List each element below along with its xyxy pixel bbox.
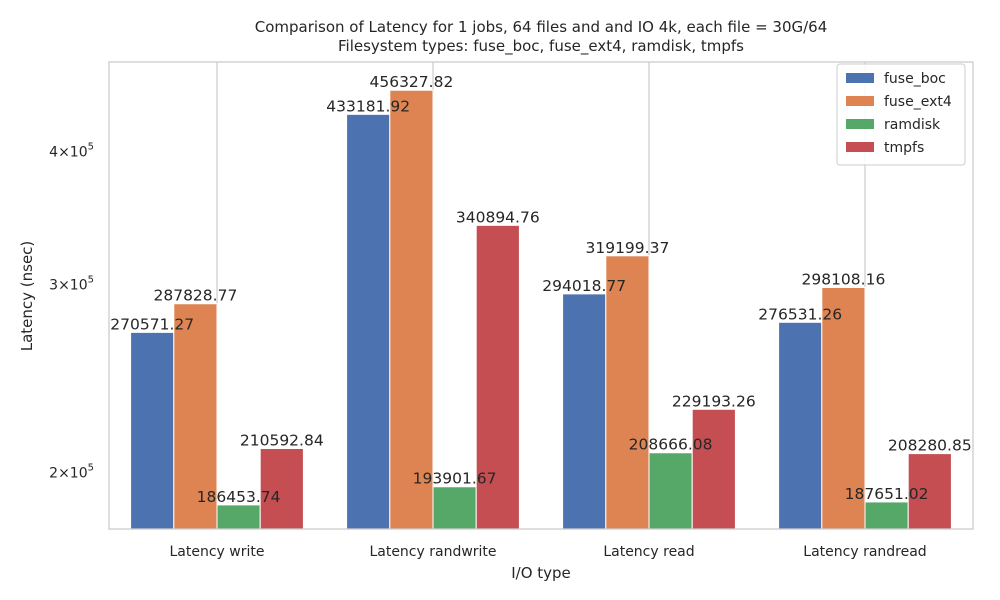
data-label: 294018.77	[542, 277, 626, 295]
y-tick-label: 3×105	[49, 275, 94, 294]
data-label: 229193.26	[672, 392, 756, 410]
legend-label-tmpfs: tmpfs	[884, 140, 924, 156]
data-label: 340894.76	[456, 208, 540, 226]
data-label: 270571.27	[110, 315, 194, 333]
data-label: 193901.67	[413, 470, 497, 488]
legend-label-fuse_ext4: fuse_ext4	[884, 94, 952, 110]
data-label: 433181.92	[326, 97, 410, 115]
data-label: 298108.16	[801, 270, 885, 288]
x-axis-ticks: Latency write Latency randwrite Latency re…	[170, 544, 927, 560]
legend-swatch-fuse_ext4	[846, 96, 874, 106]
legend-box	[836, 63, 966, 166]
x-tick-label: Latency write	[170, 544, 265, 560]
bar-ramdisk	[864, 501, 909, 530]
bar-ramdisk	[432, 486, 477, 530]
plot-frame	[108, 61, 974, 530]
data-label: 210592.84	[240, 431, 324, 449]
bar-fuse_ext4	[389, 89, 434, 530]
x-tick-label: Latency randwrite	[369, 544, 496, 560]
chart-title-line-1: Comparison of Latency for 1 jobs, 64 fil…	[255, 18, 828, 36]
legend-swatch-tmpfs	[846, 142, 874, 152]
data-label: 186453.74	[197, 488, 281, 506]
data-label: 287828.77	[153, 287, 237, 305]
bar-fuse_boc	[778, 321, 823, 530]
legend-label-fuse_boc: fuse_boc	[884, 71, 946, 87]
bar-fuse_ext4	[173, 303, 218, 530]
x-tick-label: Latency read	[603, 544, 694, 560]
bar-fuse_boc	[346, 113, 391, 530]
data-label: 208666.08	[629, 436, 713, 454]
legend-label-ramdisk: ramdisk	[884, 117, 941, 133]
legend-swatch-fuse_boc	[846, 73, 874, 83]
data-label: 276531.26	[758, 305, 842, 323]
y-tick-label: 4×105	[49, 141, 94, 160]
data-labels: 270571.27 433181.92 294018.77 276531.26 2878…	[110, 73, 971, 506]
data-label: 319199.37	[585, 239, 669, 257]
y-axis-label: Latency (nsec)	[18, 241, 36, 352]
x-tick-label: Latency randread	[803, 544, 926, 560]
chart-title-line-2: Filesystem types: fuse_boc, fuse_ext4, r…	[338, 37, 744, 56]
bar-tmpfs	[475, 224, 520, 530]
bar-ramdisk	[648, 452, 693, 530]
bar-fuse_ext4	[821, 286, 866, 530]
grid-lines	[216, 62, 866, 529]
data-label: 208280.85	[888, 437, 972, 455]
bar-tmpfs	[691, 408, 736, 530]
y-tick-label: 2×105	[49, 462, 94, 481]
bar-ramdisk	[216, 504, 261, 530]
bar-tmpfs	[907, 453, 952, 530]
bar-fuse_boc	[562, 293, 607, 530]
y-axis-ticks: 2×105 3×105 4×105	[49, 141, 94, 481]
legend-swatch-ramdisk	[846, 119, 874, 129]
data-label: 456327.82	[369, 73, 453, 91]
data-label: 187651.02	[845, 485, 929, 503]
bar-fuse_boc	[130, 331, 175, 530]
bar-fuse_ext4	[605, 255, 650, 530]
x-axis-label: I/O type	[511, 564, 571, 582]
